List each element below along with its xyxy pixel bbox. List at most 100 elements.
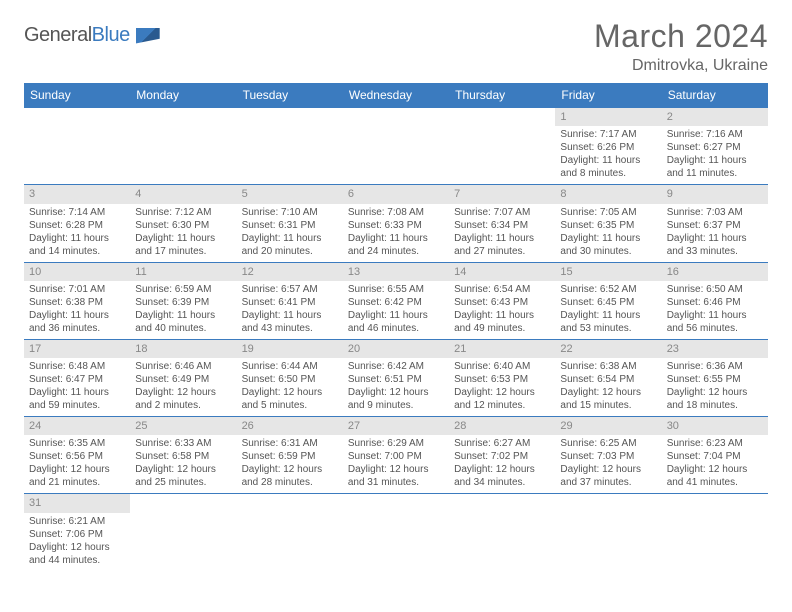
day-number: 14 xyxy=(449,263,555,281)
day-line: and 36 minutes. xyxy=(29,322,125,335)
day-line: Sunrise: 7:03 AM xyxy=(667,206,763,219)
day-line: Daylight: 11 hours xyxy=(560,309,656,322)
day-body: Sunrise: 7:01 AMSunset: 6:38 PMDaylight:… xyxy=(24,281,130,339)
day-body: Sunrise: 6:35 AMSunset: 6:56 PMDaylight:… xyxy=(24,435,130,493)
day-line: and 17 minutes. xyxy=(135,245,231,258)
day-line: Sunset: 6:59 PM xyxy=(242,450,338,463)
day-line: and 24 minutes. xyxy=(348,245,444,258)
day-body: Sunrise: 6:42 AMSunset: 6:51 PMDaylight:… xyxy=(343,358,449,416)
header-row: GeneralBlue March 2024 Dmitrovka, Ukrain… xyxy=(24,18,768,75)
day-line: Daylight: 11 hours xyxy=(242,232,338,245)
day-line: Sunset: 6:30 PM xyxy=(135,219,231,232)
day-line: Sunset: 6:50 PM xyxy=(242,373,338,386)
day-number: 5 xyxy=(237,185,343,203)
flag-icon xyxy=(136,28,160,44)
day-line: Sunset: 6:46 PM xyxy=(667,296,763,309)
day-line: Sunrise: 6:57 AM xyxy=(242,283,338,296)
calendar-body: 1 Sunrise: 7:17 AMSunset: 6:26 PM Daylight… xyxy=(24,108,768,571)
day-line: Daylight: 11 hours xyxy=(135,232,231,245)
day-body: Sunrise: 7:05 AMSunset: 6:35 PMDaylight:… xyxy=(555,204,661,262)
day-line: Sunrise: 6:46 AM xyxy=(135,360,231,373)
day-line: Sunrise: 7:17 AM xyxy=(560,128,656,141)
day-line: and 20 minutes. xyxy=(242,245,338,258)
calendar-week-row: 10Sunrise: 7:01 AMSunset: 6:38 PMDayligh… xyxy=(24,262,768,339)
day-number: 8 xyxy=(555,185,661,203)
day-line: Sunrise: 7:01 AM xyxy=(29,283,125,296)
day-number: 6 xyxy=(343,185,449,203)
day-number: 1 xyxy=(555,108,661,126)
day-line: Daylight: 11 hours xyxy=(242,309,338,322)
day-line: Daylight: 12 hours xyxy=(454,463,550,476)
calendar-day-cell: 26Sunrise: 6:31 AMSunset: 6:59 PMDayligh… xyxy=(237,417,343,494)
day-line: Sunrise: 6:23 AM xyxy=(667,437,763,450)
calendar-day-cell: 11Sunrise: 6:59 AMSunset: 6:39 PMDayligh… xyxy=(130,262,236,339)
logo-word-2: Blue xyxy=(92,24,130,46)
day-body: Sunrise: 7:07 AMSunset: 6:34 PMDaylight:… xyxy=(449,204,555,262)
day-line: and 46 minutes. xyxy=(348,322,444,335)
day-body: Sunrise: 6:59 AMSunset: 6:39 PMDaylight:… xyxy=(130,281,236,339)
day-line: Sunset: 6:26 PM xyxy=(560,141,656,154)
day-line: Daylight: 11 hours xyxy=(29,309,125,322)
day-line: Sunset: 6:53 PM xyxy=(454,373,550,386)
day-number: 4 xyxy=(130,185,236,203)
calendar-day-cell: 18Sunrise: 6:46 AMSunset: 6:49 PMDayligh… xyxy=(130,339,236,416)
calendar-day-cell: 7Sunrise: 7:07 AMSunset: 6:34 PMDaylight… xyxy=(449,185,555,262)
day-number: 27 xyxy=(343,417,449,435)
day-line: and 2 minutes. xyxy=(135,399,231,412)
day-line: Sunrise: 7:05 AM xyxy=(560,206,656,219)
day-line: Daylight: 12 hours xyxy=(667,386,763,399)
day-number: 7 xyxy=(449,185,555,203)
day-line: Daylight: 12 hours xyxy=(454,386,550,399)
calendar-week-row: 3Sunrise: 7:14 AMSunset: 6:28 PMDaylight… xyxy=(24,185,768,262)
day-body: Sunrise: 6:54 AMSunset: 6:43 PMDaylight:… xyxy=(449,281,555,339)
day-line: Daylight: 11 hours xyxy=(667,154,763,167)
day-body: Sunrise: 6:29 AMSunset: 7:00 PMDaylight:… xyxy=(343,435,449,493)
day-line: and 27 minutes. xyxy=(454,245,550,258)
day-body: Sunrise: 6:55 AMSunset: 6:42 PMDaylight:… xyxy=(343,281,449,339)
day-line: and 53 minutes. xyxy=(560,322,656,335)
calendar-empty-cell xyxy=(130,494,236,571)
day-line: Sunrise: 6:48 AM xyxy=(29,360,125,373)
calendar-day-cell: 25Sunrise: 6:33 AMSunset: 6:58 PMDayligh… xyxy=(130,417,236,494)
day-line: and 37 minutes. xyxy=(560,476,656,489)
day-body: Sunrise: 7:14 AMSunset: 6:28 PMDaylight:… xyxy=(24,204,130,262)
day-line: Sunset: 6:33 PM xyxy=(348,219,444,232)
day-line: Daylight: 11 hours xyxy=(29,386,125,399)
calendar-day-cell: 19Sunrise: 6:44 AMSunset: 6:50 PMDayligh… xyxy=(237,339,343,416)
day-line: Sunrise: 6:55 AM xyxy=(348,283,444,296)
page-title: March 2024 xyxy=(594,18,768,55)
day-line: and 25 minutes. xyxy=(135,476,231,489)
calendar-day-cell: 24Sunrise: 6:35 AMSunset: 6:56 PMDayligh… xyxy=(24,417,130,494)
day-line: Sunrise: 6:36 AM xyxy=(667,360,763,373)
day-line: Daylight: 12 hours xyxy=(348,463,444,476)
day-number: 28 xyxy=(449,417,555,435)
calendar-week-row: 17Sunrise: 6:48 AMSunset: 6:47 PMDayligh… xyxy=(24,339,768,416)
day-line: Daylight: 12 hours xyxy=(135,386,231,399)
day-line: Sunset: 6:34 PM xyxy=(454,219,550,232)
weekday-header: Tuesday xyxy=(237,83,343,108)
day-line: Sunset: 6:45 PM xyxy=(560,296,656,309)
day-number: 10 xyxy=(24,263,130,281)
calendar-day-cell: 12Sunrise: 6:57 AMSunset: 6:41 PMDayligh… xyxy=(237,262,343,339)
day-line: Sunset: 6:39 PM xyxy=(135,296,231,309)
day-line: and 59 minutes. xyxy=(29,399,125,412)
weekday-header-row: SundayMondayTuesdayWednesdayThursdayFrid… xyxy=(24,83,768,108)
day-line: and 5 minutes. xyxy=(242,399,338,412)
day-body: Sunrise: 6:46 AMSunset: 6:49 PMDaylight:… xyxy=(130,358,236,416)
calendar-day-cell: 30Sunrise: 6:23 AMSunset: 7:04 PMDayligh… xyxy=(662,417,768,494)
day-line: Sunset: 6:28 PM xyxy=(29,219,125,232)
calendar-day-cell: 2Sunrise: 7:16 AMSunset: 6:27 PMDaylight… xyxy=(662,108,768,185)
day-line: Sunrise: 6:25 AM xyxy=(560,437,656,450)
day-body: Sunrise: 6:21 AMSunset: 7:06 PMDaylight:… xyxy=(24,513,130,571)
day-body: Sunrise: 6:57 AMSunset: 6:41 PMDaylight:… xyxy=(237,281,343,339)
day-line: Sunset: 6:55 PM xyxy=(667,373,763,386)
day-body: Sunrise: 6:52 AMSunset: 6:45 PMDaylight:… xyxy=(555,281,661,339)
day-line: and 9 minutes. xyxy=(348,399,444,412)
day-line: Sunset: 6:56 PM xyxy=(29,450,125,463)
calendar-empty-cell xyxy=(237,108,343,185)
day-number: 29 xyxy=(555,417,661,435)
day-line: Sunrise: 6:40 AM xyxy=(454,360,550,373)
day-number: 12 xyxy=(237,263,343,281)
calendar-empty-cell xyxy=(237,494,343,571)
day-line: Daylight: 12 hours xyxy=(29,541,125,554)
